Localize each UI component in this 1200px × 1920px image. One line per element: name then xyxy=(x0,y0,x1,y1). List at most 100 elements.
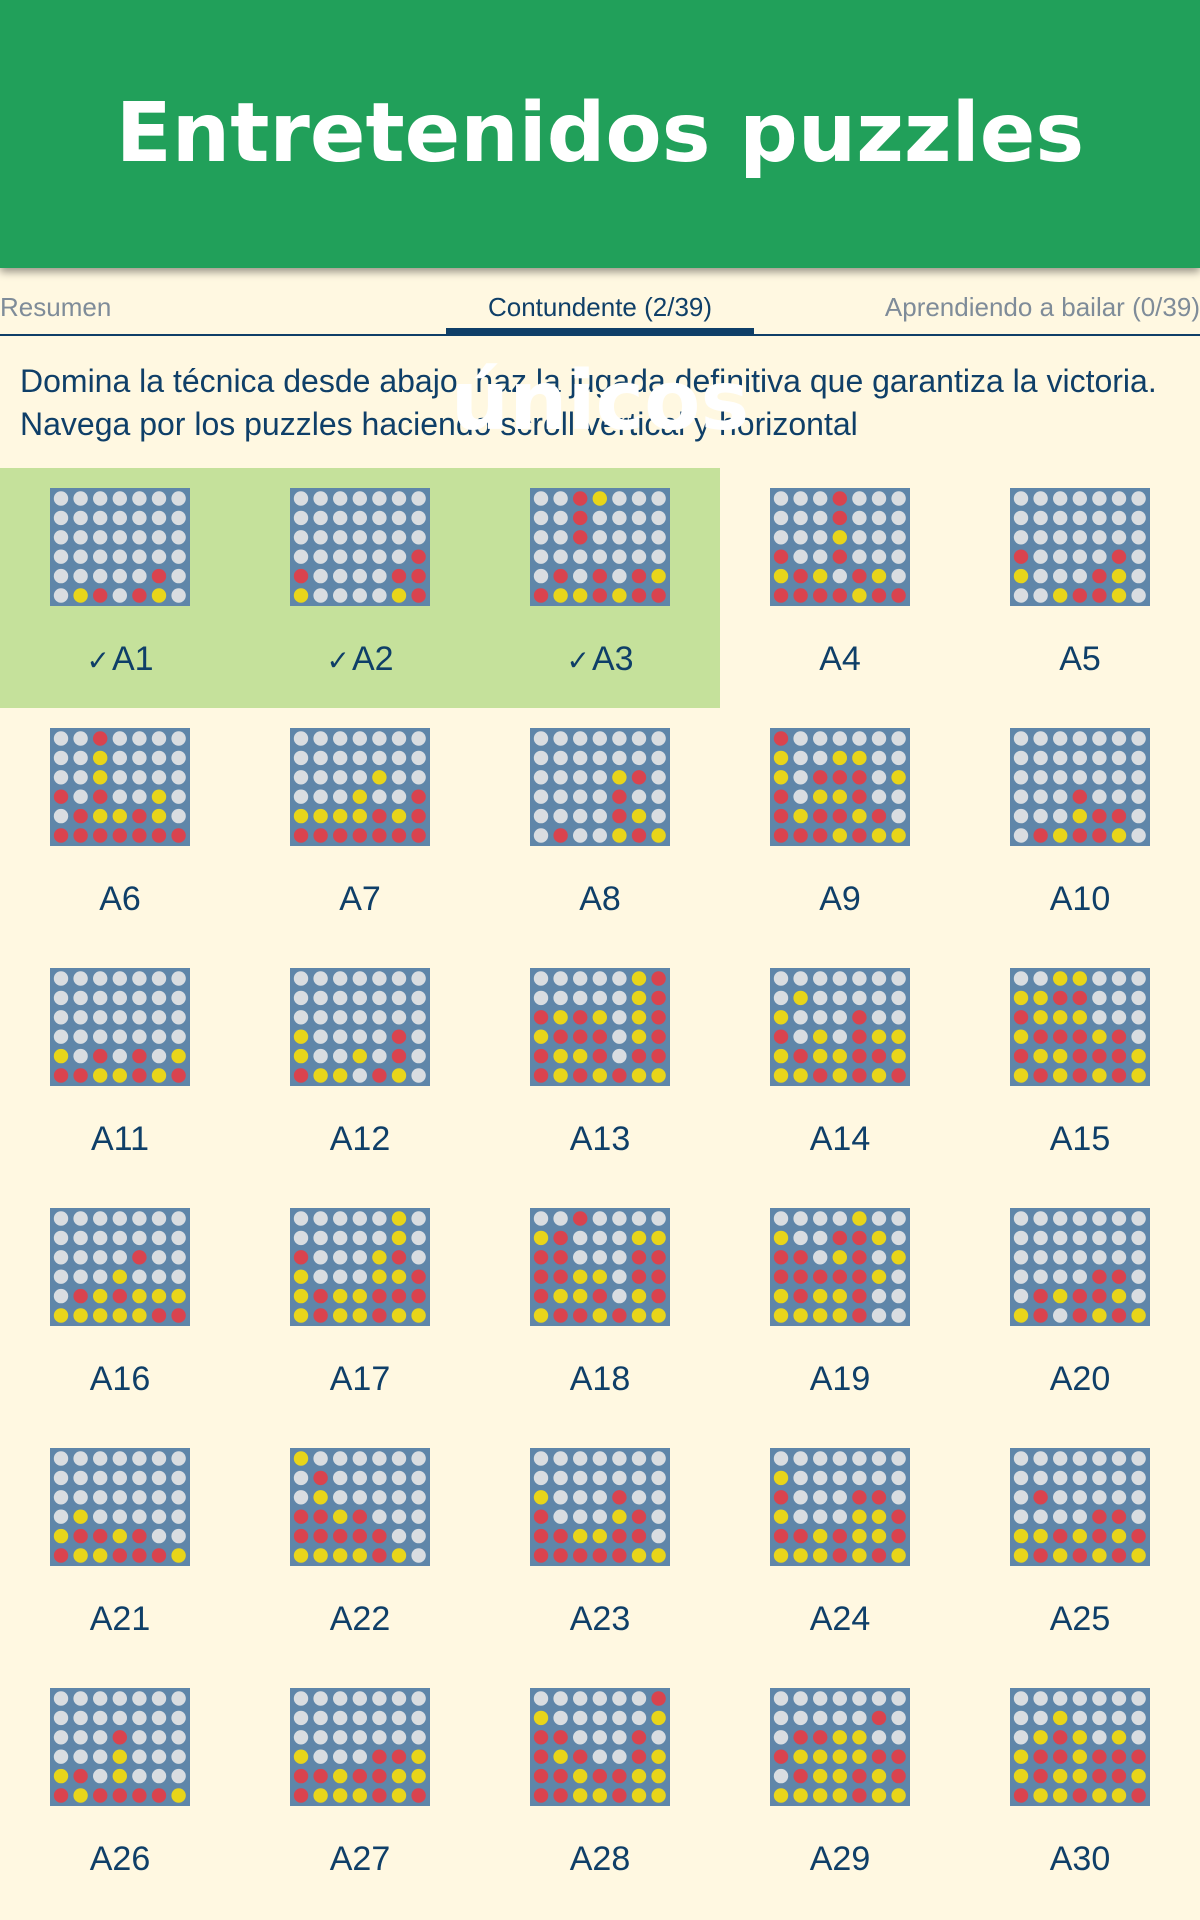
puzzle-tile[interactable]: A29 xyxy=(720,1668,960,1908)
board-disc xyxy=(93,1308,108,1323)
board-disc xyxy=(651,828,666,843)
puzzle-tile[interactable]: A8 xyxy=(480,708,720,948)
board-disc xyxy=(553,828,568,843)
puzzle-tile[interactable]: A25 xyxy=(960,1428,1200,1668)
puzzle-tile[interactable]: A16 xyxy=(0,1188,240,1428)
board-disc xyxy=(73,549,88,564)
board-disc xyxy=(1053,1010,1068,1025)
puzzle-tile[interactable]: A11 xyxy=(0,948,240,1188)
board-disc xyxy=(313,1749,328,1764)
board-disc xyxy=(171,1308,186,1323)
puzzle-label-text: A8 xyxy=(579,880,621,918)
puzzle-tile[interactable]: ✓A1 xyxy=(0,468,240,708)
board-disc xyxy=(411,990,426,1006)
board-disc xyxy=(1013,750,1029,766)
board-disc xyxy=(372,971,387,986)
board-disc xyxy=(813,1048,828,1064)
puzzle-tile[interactable]: A13 xyxy=(480,948,720,1188)
puzzle-tile[interactable]: A27 xyxy=(240,1668,480,1908)
board-disc xyxy=(773,1451,789,1466)
board-disc xyxy=(93,990,108,1006)
puzzle-tile[interactable]: A5 xyxy=(960,468,1200,708)
puzzle-tile[interactable]: ✓A3 xyxy=(480,468,720,708)
board-disc xyxy=(852,1470,867,1486)
puzzle-tile[interactable]: A24 xyxy=(720,1428,960,1668)
puzzle-board xyxy=(50,1688,190,1806)
board-disc xyxy=(891,971,906,986)
board-disc xyxy=(171,491,186,506)
board-disc xyxy=(533,1548,549,1563)
board-disc xyxy=(53,1691,69,1706)
board-disc xyxy=(171,1490,186,1505)
board-disc xyxy=(651,1451,666,1466)
board-disc xyxy=(793,1269,808,1284)
board-disc xyxy=(773,1768,789,1784)
puzzle-tile[interactable]: A17 xyxy=(240,1188,480,1428)
board-disc xyxy=(132,1010,147,1025)
board-disc xyxy=(1111,1548,1127,1563)
puzzle-tile[interactable]: A18 xyxy=(480,1188,720,1428)
board-disc xyxy=(631,1691,647,1706)
puzzle-tile[interactable]: A15 xyxy=(960,948,1200,1188)
puzzle-tile[interactable]: A23 xyxy=(480,1428,720,1668)
board-disc xyxy=(1111,828,1127,843)
puzzle-label: A13 xyxy=(480,1120,720,1159)
board-disc xyxy=(171,1230,186,1246)
board-disc xyxy=(391,971,407,986)
board-disc xyxy=(871,770,887,785)
board-disc xyxy=(773,491,789,506)
board-disc xyxy=(1072,1788,1087,1803)
puzzle-tile[interactable]: A22 xyxy=(240,1428,480,1668)
board-disc xyxy=(533,1308,549,1323)
puzzle-tile[interactable]: ✓A2 xyxy=(240,468,480,708)
puzzle-tile[interactable]: A6 xyxy=(0,708,240,948)
board-disc xyxy=(112,1490,127,1505)
board-disc xyxy=(612,1710,627,1726)
board-disc xyxy=(112,1230,127,1246)
board-disc xyxy=(852,1730,867,1745)
puzzle-tile[interactable]: A9 xyxy=(720,708,960,948)
puzzle-tile[interactable]: A4 xyxy=(720,468,960,708)
board-disc xyxy=(1131,1548,1146,1563)
board-disc xyxy=(793,549,808,564)
board-disc xyxy=(1131,1788,1146,1803)
puzzle-tile[interactable]: A10 xyxy=(960,708,1200,948)
board-disc xyxy=(612,1269,627,1284)
board-disc xyxy=(1033,1230,1048,1246)
board-disc xyxy=(73,1068,88,1083)
tab-aprendiendo-a-bailar[interactable]: Aprendiendo a bailar (0/39) xyxy=(884,292,1200,322)
tab-resumen[interactable]: Resumen xyxy=(0,292,112,322)
board-disc xyxy=(553,1308,568,1323)
puzzle-tile[interactable]: A26 xyxy=(0,1668,240,1908)
board-disc xyxy=(352,510,367,526)
board-disc xyxy=(132,1269,147,1284)
puzzle-label: A18 xyxy=(480,1360,720,1399)
board-disc xyxy=(151,1710,167,1726)
puzzle-tile[interactable]: A20 xyxy=(960,1188,1200,1428)
board-disc xyxy=(871,491,887,506)
board-disc xyxy=(891,1451,906,1466)
board-disc xyxy=(1092,1230,1107,1246)
puzzle-tile[interactable]: A12 xyxy=(240,948,480,1188)
board-disc xyxy=(553,1490,568,1505)
puzzle-tile[interactable]: A28 xyxy=(480,1668,720,1908)
board-disc xyxy=(631,750,647,766)
board-disc xyxy=(1111,1451,1127,1466)
puzzle-tile[interactable]: A21 xyxy=(0,1428,240,1668)
puzzle-tile[interactable]: A19 xyxy=(720,1188,960,1428)
board-disc xyxy=(852,1749,867,1764)
tab-contundente[interactable]: Contundente (2/39) xyxy=(487,292,713,322)
board-disc xyxy=(1033,1068,1048,1083)
board-disc xyxy=(293,1029,309,1044)
board-disc xyxy=(391,1768,407,1784)
puzzle-tile[interactable]: A30 xyxy=(960,1668,1200,1908)
puzzle-tile[interactable]: A7 xyxy=(240,708,480,948)
board-disc xyxy=(53,731,69,746)
puzzle-board xyxy=(1010,728,1150,846)
board-disc xyxy=(1092,1548,1107,1563)
puzzle-tile[interactable]: A14 xyxy=(720,948,960,1188)
board-disc xyxy=(1111,1788,1127,1803)
board-disc xyxy=(832,568,847,584)
board-disc xyxy=(832,1288,847,1304)
board-disc xyxy=(651,568,666,584)
